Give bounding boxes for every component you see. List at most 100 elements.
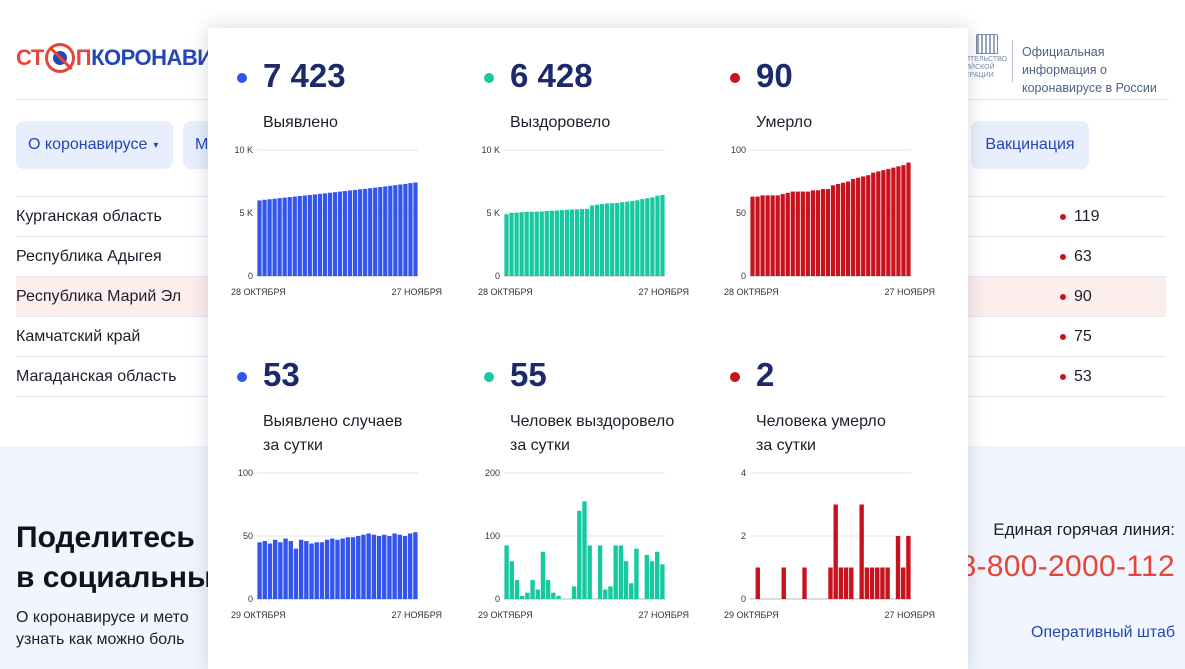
bar bbox=[361, 534, 366, 599]
bar bbox=[272, 198, 277, 276]
stat-label-line-1: Выявлено bbox=[263, 114, 338, 131]
bar bbox=[880, 567, 885, 599]
bar bbox=[519, 595, 525, 599]
bar bbox=[539, 211, 544, 276]
nav-vaccination-label: Вакцинация bbox=[985, 136, 1075, 153]
bar bbox=[885, 567, 890, 599]
bar bbox=[317, 193, 323, 276]
bar bbox=[906, 162, 911, 276]
gov-info-text[interactable]: Официальная информация о коронавирусе в … bbox=[1022, 45, 1157, 95]
bar bbox=[603, 589, 608, 599]
y-tick-label: 50 bbox=[243, 531, 253, 541]
chevron-down-icon: ▾ bbox=[153, 139, 159, 151]
bar bbox=[620, 202, 625, 276]
bar bbox=[571, 586, 577, 599]
bar bbox=[314, 542, 319, 599]
bar bbox=[262, 541, 267, 599]
bar bbox=[387, 536, 392, 599]
x-start-label: 28 ОКТЯБРЯ bbox=[724, 287, 779, 297]
bar bbox=[650, 197, 655, 276]
bar bbox=[825, 189, 831, 276]
bar bbox=[838, 567, 844, 599]
bar bbox=[332, 192, 338, 276]
bar bbox=[906, 536, 911, 599]
bar bbox=[534, 211, 539, 276]
share-description-line-2: узнать как можно боль bbox=[16, 631, 185, 648]
bar bbox=[388, 185, 393, 276]
bar bbox=[393, 185, 398, 276]
bar bbox=[350, 537, 356, 599]
chart-recovered-total: 0 5 K 10 K 28 ОКТЯБРЯ 27 НОЯБРЯ bbox=[478, 145, 689, 297]
bar bbox=[615, 202, 620, 276]
bar bbox=[856, 177, 861, 276]
bar bbox=[605, 203, 610, 276]
bar bbox=[582, 501, 587, 599]
stat-label-line-1: Умерло bbox=[756, 114, 813, 131]
y-tick-label: 5 K bbox=[486, 208, 500, 218]
bar bbox=[382, 534, 387, 599]
stat-label: Выявлено bbox=[263, 111, 338, 135]
x-start-label: 28 ОКТЯБРЯ bbox=[231, 287, 286, 297]
bar bbox=[535, 589, 540, 599]
bar bbox=[597, 545, 603, 599]
bar bbox=[896, 166, 901, 276]
hotline-phone-link[interactable]: 8-800-2000-112 bbox=[959, 550, 1175, 583]
bar bbox=[282, 197, 287, 276]
nav-about-coronavirus[interactable]: О коронавирусе ▾ bbox=[16, 121, 173, 169]
bar bbox=[402, 536, 408, 599]
bar bbox=[371, 534, 377, 599]
bar bbox=[397, 534, 403, 599]
blue-dot-icon bbox=[237, 73, 247, 83]
bar bbox=[895, 536, 901, 599]
bar bbox=[630, 200, 635, 276]
stat-number: 2 bbox=[756, 356, 775, 393]
bar bbox=[875, 567, 880, 599]
logo-text-part2: П bbox=[75, 45, 92, 70]
stat-label: Выздоровело bbox=[510, 111, 610, 135]
bar bbox=[262, 199, 267, 276]
bar bbox=[383, 186, 388, 276]
bar bbox=[599, 203, 605, 276]
bar bbox=[287, 197, 292, 276]
nav-about-label: О коронавирусе bbox=[28, 136, 148, 153]
nav-vaccination[interactable]: Вакцинация bbox=[971, 121, 1089, 169]
stat-label: Умерло bbox=[756, 111, 812, 135]
bar bbox=[544, 210, 549, 276]
gov-logo-line-3: ЕРАЦИИ bbox=[965, 72, 994, 79]
bar bbox=[504, 545, 509, 599]
bar bbox=[540, 551, 546, 599]
bar bbox=[307, 194, 312, 276]
chart-deaths-total: 0 50 100 28 ОКТЯБРЯ 27 НОЯБРЯ bbox=[724, 145, 935, 297]
bar bbox=[257, 200, 262, 276]
bar bbox=[871, 172, 876, 276]
bar bbox=[556, 595, 561, 599]
bar bbox=[584, 208, 590, 276]
operational-hq-link[interactable]: Оперативный штаб bbox=[1031, 624, 1175, 641]
gov-logo-line-1: ИТЕЛЬСТВО bbox=[965, 56, 1007, 63]
bar bbox=[373, 187, 378, 276]
y-tick-label: 2 bbox=[741, 531, 746, 541]
bar bbox=[277, 198, 282, 276]
bar bbox=[312, 194, 317, 276]
bar bbox=[869, 567, 875, 599]
bar bbox=[623, 561, 629, 599]
bar bbox=[304, 541, 309, 599]
gov-logo-line-2: ИЙСКОЙ bbox=[965, 64, 995, 71]
bar bbox=[545, 580, 551, 599]
bar bbox=[775, 195, 780, 276]
stopcoronavirus-logo[interactable]: СТ П КОРОНАВИ bbox=[16, 43, 213, 73]
bar bbox=[770, 195, 775, 276]
bar bbox=[802, 567, 807, 599]
stat-label-line-2: за сутки bbox=[510, 437, 570, 454]
bar bbox=[530, 580, 535, 599]
deaths-dot-icon bbox=[1060, 374, 1066, 380]
bar bbox=[901, 165, 906, 276]
chart-detected-total: 0 5 K 10 K 28 ОКТЯБРЯ 27 НОЯБРЯ bbox=[231, 145, 442, 297]
stat-number: 6 428 bbox=[510, 57, 593, 94]
government-logo[interactable]: ИТЕЛЬСТВО ИЙСКОЙ ЕРАЦИИ bbox=[965, 34, 1009, 90]
y-tick-label: 100 bbox=[731, 145, 746, 155]
y-tick-label: 10 K bbox=[481, 145, 500, 155]
bar bbox=[569, 209, 575, 276]
x-end-label: 27 НОЯБРЯ bbox=[884, 610, 935, 620]
y-tick-label: 0 bbox=[495, 271, 500, 281]
